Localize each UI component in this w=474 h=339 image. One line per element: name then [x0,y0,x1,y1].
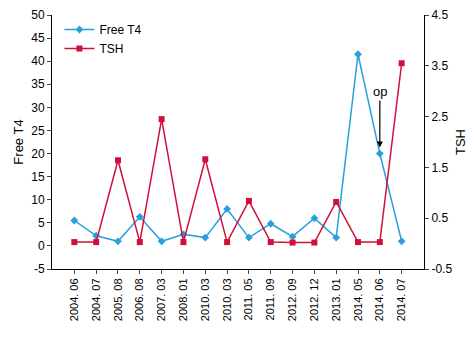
svg-text:2010. 03: 2010. 03 [199,278,211,321]
svg-text:2014. 07: 2014. 07 [395,278,407,321]
svg-text:10: 10 [31,193,45,207]
svg-text:2004. 07: 2004. 07 [90,278,102,321]
svg-text:3.5: 3.5 [431,59,448,73]
svg-text:45: 45 [31,31,45,45]
svg-text:15: 15 [31,170,45,184]
svg-text:2007. 03: 2007. 03 [155,278,167,321]
svg-text:30: 30 [31,101,45,115]
svg-text:2005. 08: 2005. 08 [112,278,124,321]
svg-text:35: 35 [31,77,45,91]
svg-text:0.5: 0.5 [431,211,448,225]
svg-text:2008. 01: 2008. 01 [177,278,189,321]
svg-text:2004. 06: 2004. 06 [68,278,80,321]
svg-text:25: 25 [31,124,45,138]
svg-text:2014. 06: 2014. 06 [373,278,385,321]
svg-text:2011. 09: 2011. 09 [264,278,276,320]
svg-text:50: 50 [31,8,45,22]
svg-text:0: 0 [38,239,45,253]
svg-text:5: 5 [38,216,45,230]
svg-text:2.5: 2.5 [431,110,448,124]
svg-text:40: 40 [31,54,45,68]
svg-text:2012. 09: 2012. 09 [286,278,298,321]
svg-text:2010. 03: 2010. 03 [221,278,233,321]
svg-text:20: 20 [31,147,45,161]
svg-text:2011. 05: 2011. 05 [242,278,254,320]
svg-text:Free T4: Free T4 [99,23,141,37]
svg-text:2014. 05: 2014. 05 [352,278,364,321]
svg-text:1.5: 1.5 [431,161,448,175]
svg-text:TSH: TSH [99,42,123,56]
svg-text:4.5: 4.5 [431,8,448,22]
svg-text:Free T4: Free T4 [11,119,26,164]
svg-text:2012. 12: 2012. 12 [308,278,320,321]
svg-text:2013. 01: 2013. 01 [330,278,342,321]
svg-text:op: op [373,84,387,99]
svg-text:-0.5: -0.5 [431,262,452,276]
svg-text:2006. 08: 2006. 08 [133,278,145,321]
svg-text:TSH: TSH [453,129,468,155]
svg-text:-5: -5 [34,262,45,276]
